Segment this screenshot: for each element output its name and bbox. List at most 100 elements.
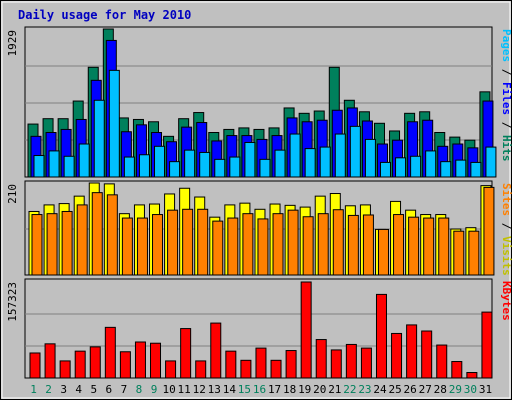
- y-max-label: 210: [6, 184, 19, 204]
- x-tick-label-day-5: 5: [90, 383, 97, 396]
- legend-files: Files: [500, 82, 512, 115]
- bar-sites-day-25: [393, 214, 405, 276]
- bar-kbytes-day-15: [240, 359, 252, 379]
- bar-sites-day-8: [136, 217, 148, 276]
- bar-kbytes-day-30: [466, 372, 478, 379]
- bar-kbytes-day-9: [150, 342, 162, 379]
- bar-kbytes-day-28: [436, 344, 448, 379]
- bar-kbytes-day-22: [345, 343, 357, 379]
- x-tick-label-day-15: 15: [238, 383, 251, 396]
- x-tick-label-day-27: 27: [419, 383, 432, 396]
- x-tick-label-day-20: 20: [313, 383, 326, 396]
- bar-sites-day-10: [167, 209, 179, 276]
- bar-kbytes-day-19: [300, 281, 312, 379]
- x-tick-label-day-18: 18: [283, 383, 296, 396]
- x-tick-label-day-6: 6: [106, 383, 113, 396]
- panel-kbytes: 157323 KBytes: [6, 278, 512, 379]
- bar-kbytes-day-31: [481, 311, 493, 379]
- bar-kbytes-day-23: [360, 347, 372, 379]
- x-tick-label-day-21: 21: [328, 383, 341, 396]
- chart-panels: 1929 Pages / Files / Hits 210 Sites / Visit…: [6, 26, 512, 379]
- bar-pages-day-1: [33, 155, 45, 178]
- bar-pages-day-28: [440, 161, 452, 178]
- x-tick-label-day-26: 26: [404, 383, 417, 396]
- bar-pages-day-7: [123, 156, 135, 178]
- bar-pages-day-18: [289, 133, 301, 178]
- x-tick-label-day-28: 28: [434, 383, 447, 396]
- bar-pages-day-10: [169, 161, 181, 178]
- x-tick-label-day-31: 31: [479, 383, 492, 396]
- bar-sites-day-16: [257, 218, 269, 276]
- bar-sites-day-6: [106, 194, 118, 276]
- bar-sites-day-15: [242, 213, 254, 276]
- bar-sites-day-23: [362, 214, 374, 276]
- bar-pages-day-17: [274, 149, 286, 178]
- right-legend: Pages / Files / Hits: [500, 29, 512, 162]
- x-tick-label-day-2: 2: [45, 383, 52, 396]
- x-tick-label-day-29: 29: [449, 383, 462, 396]
- bar-pages-day-27: [425, 150, 437, 178]
- bar-sites-day-5: [91, 192, 103, 276]
- x-tick-label-day-17: 17: [268, 383, 281, 396]
- bar-pages-day-30: [470, 161, 482, 178]
- bar-pages-day-3: [63, 155, 75, 178]
- x-tick-label-day-25: 25: [388, 383, 401, 396]
- x-tick-label-day-19: 19: [298, 383, 311, 396]
- bar-sites-day-20: [317, 213, 329, 276]
- y-max-label: 157323: [6, 282, 19, 322]
- bar-sites-day-29: [453, 230, 465, 276]
- right-legend: KBytes: [500, 281, 512, 321]
- bar-kbytes-day-12: [195, 360, 207, 379]
- bar-pages-day-19: [304, 148, 316, 178]
- x-tick-label-day-3: 3: [60, 383, 67, 396]
- x-tick-label-day-16: 16: [253, 383, 266, 396]
- x-tick-label-day-12: 12: [193, 383, 206, 396]
- bar-sites-day-9: [152, 214, 164, 276]
- bar-kbytes-day-6: [104, 326, 116, 379]
- bar-sites-day-19: [302, 216, 314, 276]
- legend-kbytes: KBytes: [500, 281, 512, 321]
- bar-pages-day-26: [410, 155, 422, 178]
- legend-separator: /: [500, 62, 512, 82]
- bar-pages-day-29: [455, 159, 467, 178]
- bar-kbytes-day-2: [44, 343, 56, 379]
- x-tick-label-day-22: 22: [343, 383, 356, 396]
- bar-pages-day-21: [334, 133, 346, 178]
- panel-visits-sites: 210 Sites / Visits: [6, 180, 512, 276]
- bar-sites-day-21: [332, 209, 344, 276]
- bar-sites-day-28: [438, 217, 450, 276]
- bar-pages-day-9: [154, 145, 166, 178]
- bar-sites-day-24: [377, 228, 389, 276]
- x-tick-label-day-8: 8: [136, 383, 143, 396]
- legend-sites: Sites: [500, 183, 512, 216]
- bar-kbytes-day-17: [270, 359, 282, 379]
- y-max-label: 1929: [6, 30, 19, 57]
- bar-pages-day-15: [244, 141, 256, 178]
- bar-sites-day-11: [182, 208, 194, 276]
- bar-pages-day-4: [78, 143, 90, 178]
- legend-separator: /: [500, 216, 512, 236]
- bar-sites-day-31: [483, 186, 495, 276]
- x-tick-label-day-4: 4: [75, 383, 82, 396]
- bar-pages-day-12: [199, 151, 211, 178]
- bar-kbytes-day-24: [375, 293, 387, 379]
- x-tick-label-day-10: 10: [162, 383, 175, 396]
- bar-kbytes-day-18: [285, 350, 297, 379]
- chart-title: Daily usage for May 2010: [18, 8, 191, 22]
- bar-kbytes-day-10: [165, 360, 177, 379]
- bar-kbytes-day-20: [315, 339, 327, 379]
- bar-pages-day-2: [48, 150, 60, 178]
- legend-visits: Visits: [500, 236, 512, 276]
- legend-hits: Hits: [500, 135, 512, 162]
- legend-pages: Pages: [500, 29, 512, 62]
- x-tick-label-day-11: 11: [178, 383, 191, 396]
- bar-kbytes-day-4: [74, 350, 86, 379]
- bar-sites-day-2: [46, 213, 58, 276]
- bar-pages-day-16: [259, 158, 271, 178]
- x-tick-label-day-1: 1: [30, 383, 37, 396]
- bar-sites-day-18: [287, 209, 299, 276]
- bar-sites-day-13: [212, 220, 224, 276]
- bar-pages-day-6: [108, 69, 120, 178]
